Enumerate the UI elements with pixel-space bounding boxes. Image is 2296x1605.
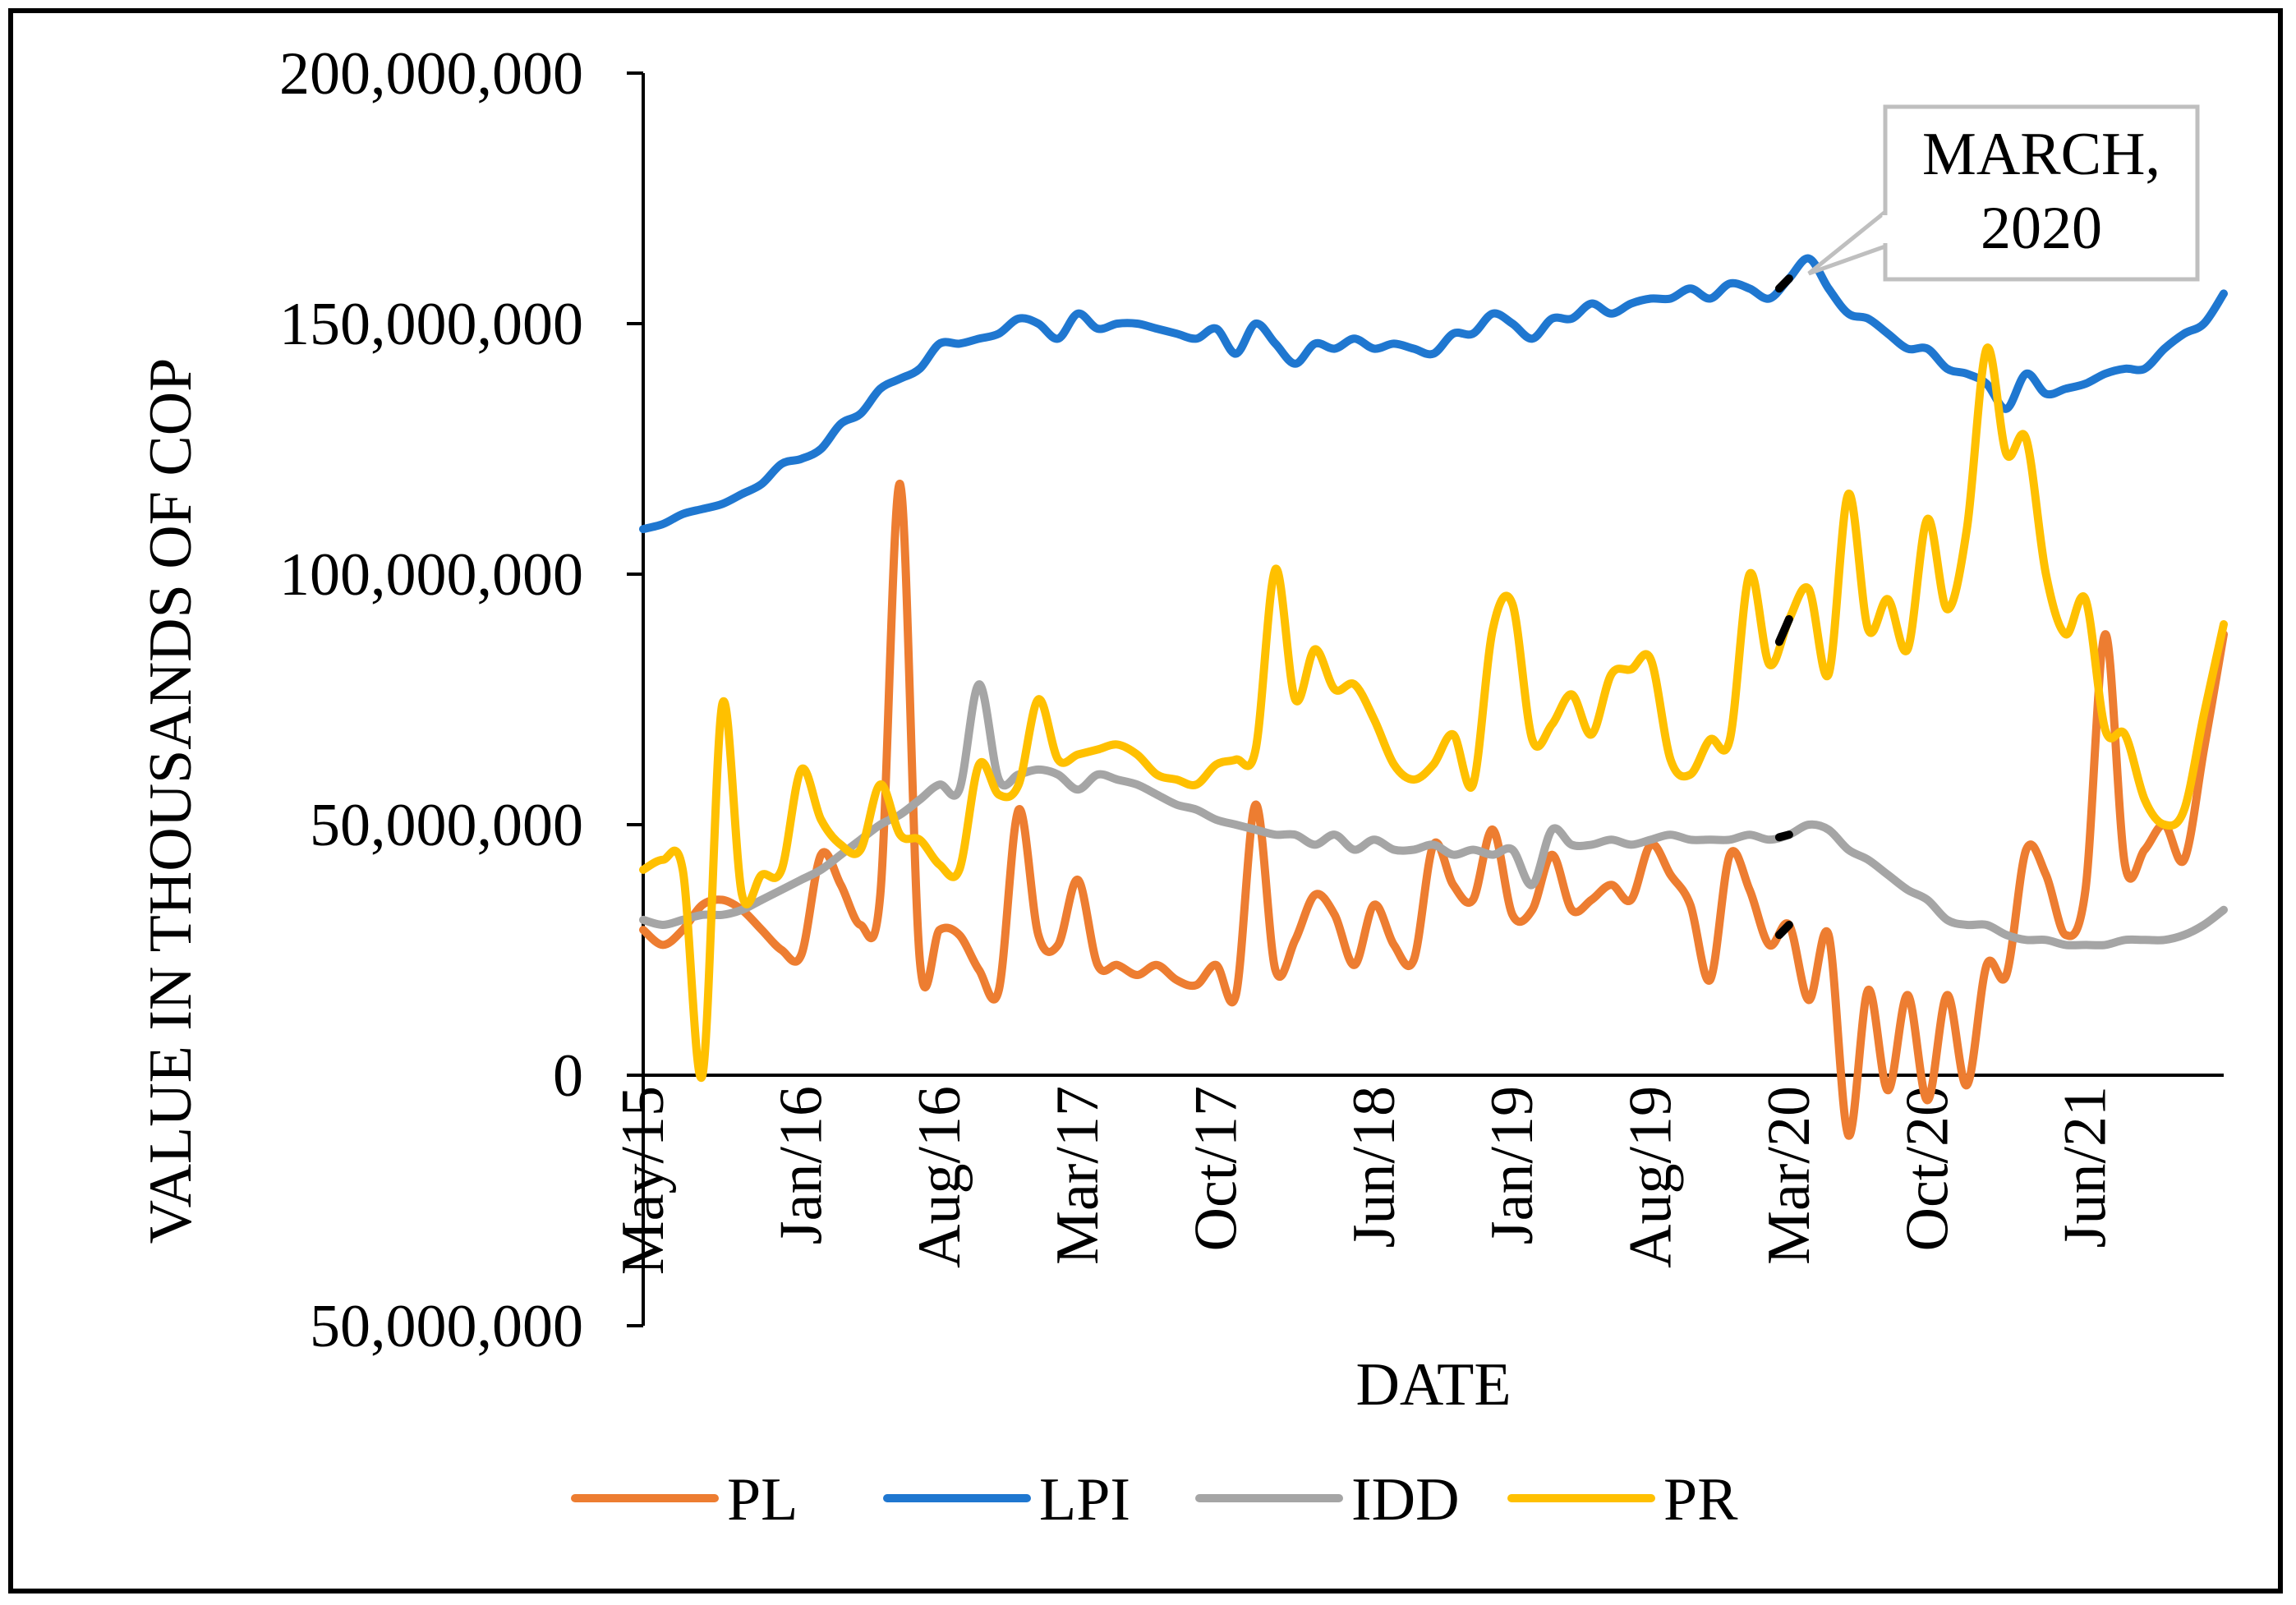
series-line-pr <box>639 343 2228 1083</box>
x-tick-label: Jan/16 <box>767 1086 835 1244</box>
legend-label-pr: PR <box>1663 1466 1738 1534</box>
legend-label-lpi: LPI <box>1039 1466 1130 1534</box>
x-tick-label: Jan/19 <box>1479 1086 1546 1244</box>
march-2020-highlights <box>1774 274 1793 940</box>
legend: PL LPI IDD PR <box>571 1466 1738 1534</box>
y-axis-ticks: 200,000,000 150,000,000 100,000,000 50,000,… <box>279 40 643 1360</box>
highlight-pr <box>1774 614 1793 646</box>
series-line-lpi <box>639 254 2228 534</box>
x-tick-label: Oct/17 <box>1183 1086 1250 1251</box>
highlight-pl <box>1774 921 1793 940</box>
y-tick-label: 150,000,000 <box>279 291 583 358</box>
x-tick-label: Oct/20 <box>1893 1086 1961 1251</box>
x-tick-label: Aug/19 <box>1617 1086 1685 1268</box>
y-axis-title: VALUE IN THOUSANDS OF COP <box>137 358 205 1244</box>
series-layer <box>639 254 2228 1140</box>
y-tick-label: 100,000,000 <box>279 541 583 609</box>
x-axis-title: DATE <box>1355 1351 1511 1419</box>
callout-pointer <box>1807 207 1888 276</box>
march-2020-callout: MARCH, 2020 <box>1807 104 2200 282</box>
x-tick-label: Aug/16 <box>906 1086 973 1268</box>
callout-box <box>1883 104 2200 282</box>
x-tick-label: Mar/17 <box>1044 1086 1111 1265</box>
series-line-idd <box>639 680 2228 950</box>
x-tick-label: Jun/21 <box>2052 1086 2119 1248</box>
callout-line-1: MARCH, <box>1922 121 2160 188</box>
y-tick-label: 0 <box>553 1042 583 1110</box>
series-line-pl <box>639 480 2228 1140</box>
y-tick-label: 50,000,000 <box>310 792 583 859</box>
callout-line-2: 2020 <box>1981 195 2102 262</box>
y-tick-label: 50,000,000 <box>310 1293 583 1360</box>
highlight-lpi <box>1774 274 1793 293</box>
legend-label-pl: PL <box>727 1466 798 1534</box>
chart-frame <box>8 8 2283 1594</box>
highlight-idd <box>1774 830 1793 842</box>
x-tick-label: Mar/20 <box>1755 1086 1823 1265</box>
x-axis-ticks: May/15 Jan/16 Aug/16 Mar/17 Oct/17 Jun/18 Jan/… <box>610 1086 2119 1275</box>
y-tick-label: 200,000,000 <box>279 40 583 108</box>
x-tick-label: May/15 <box>610 1086 677 1275</box>
x-tick-label: Jun/18 <box>1341 1086 1408 1248</box>
legend-label-idd: IDD <box>1351 1466 1460 1534</box>
